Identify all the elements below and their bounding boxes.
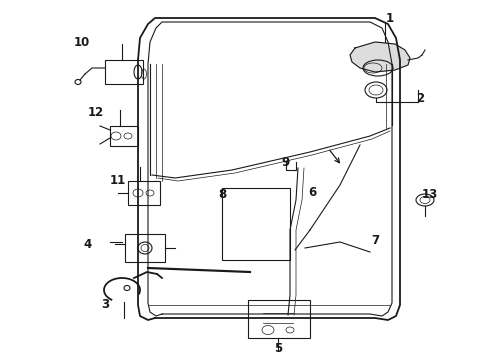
Text: 1: 1 bbox=[386, 12, 394, 24]
Text: 5: 5 bbox=[274, 342, 282, 355]
Bar bbox=[110, 126, 138, 146]
Text: 12: 12 bbox=[88, 105, 104, 118]
Text: 3: 3 bbox=[101, 298, 109, 311]
Bar bbox=[125, 234, 165, 262]
Text: 11: 11 bbox=[110, 174, 126, 186]
Text: 6: 6 bbox=[308, 185, 316, 198]
Text: 9: 9 bbox=[281, 156, 289, 168]
Text: 2: 2 bbox=[416, 91, 424, 104]
Text: 13: 13 bbox=[422, 189, 438, 202]
Text: 7: 7 bbox=[371, 234, 379, 247]
Polygon shape bbox=[350, 42, 410, 72]
Bar bbox=[222, 188, 290, 260]
Text: 4: 4 bbox=[84, 238, 92, 252]
Bar bbox=[248, 300, 310, 338]
Bar bbox=[105, 60, 143, 84]
Text: 10: 10 bbox=[74, 36, 90, 49]
Text: 8: 8 bbox=[218, 189, 226, 202]
Bar bbox=[128, 181, 160, 205]
